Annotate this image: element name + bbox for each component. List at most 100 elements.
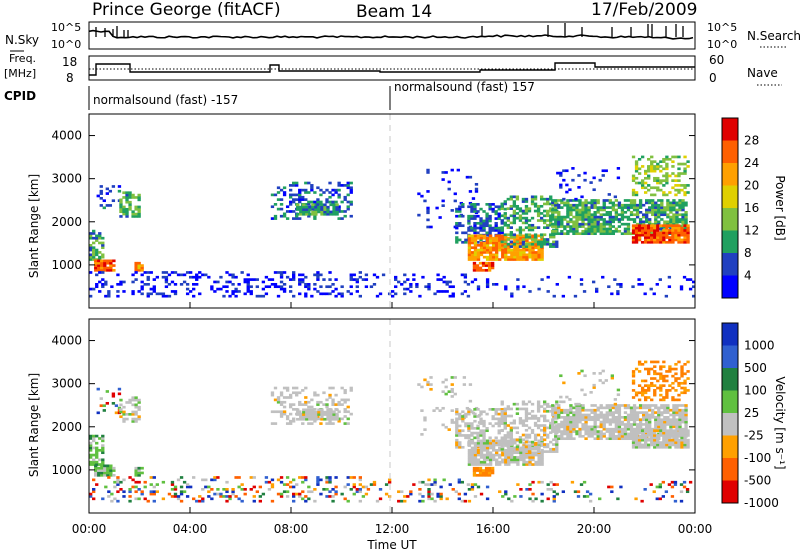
vel-cell: [617, 423, 622, 426]
power-cell: [679, 287, 684, 291]
vel-cell: [645, 427, 649, 431]
power-cell: [683, 184, 687, 187]
vel-cell: [506, 440, 510, 444]
vel-cell: [328, 393, 332, 397]
colorbar-segment: [722, 458, 738, 481]
vel-cell: [589, 390, 593, 394]
vel-cell: [451, 487, 455, 491]
vel-cell: [481, 471, 486, 475]
power-cell: [282, 212, 287, 216]
vel-cell: [654, 425, 658, 429]
vel-cell: [485, 439, 490, 443]
power-cell: [478, 266, 483, 270]
power-cell: [516, 287, 520, 291]
vel-cell: [500, 414, 504, 418]
power-cell: [528, 255, 532, 259]
power-cell: [540, 253, 544, 257]
power-cell: [551, 199, 555, 202]
vel-cell: [329, 410, 333, 414]
power-cell: [569, 225, 573, 228]
power-cell: [672, 215, 676, 219]
vel-cell: [681, 411, 685, 414]
power-cell: [104, 294, 108, 298]
power-cell: [632, 208, 637, 212]
power-cell: [484, 268, 489, 272]
vel-cell: [575, 408, 579, 412]
vel-cell: [611, 432, 616, 436]
power-cell: [549, 214, 553, 218]
vel-cell: [524, 433, 529, 437]
vel-cell: [563, 430, 567, 433]
power-cell: [674, 174, 678, 178]
vel-cell: [219, 492, 223, 496]
power-cell: [516, 251, 520, 254]
vel-cell: [566, 425, 570, 429]
vel-cell: [122, 410, 126, 414]
power-cell: [524, 221, 529, 225]
power-cell: [672, 213, 676, 217]
power-cell: [475, 268, 480, 272]
power-cell: [528, 290, 532, 293]
power-cell: [651, 222, 655, 226]
power-cell: [656, 162, 660, 166]
vel-cell: [323, 410, 327, 414]
power-cell: [122, 280, 126, 284]
vel-cell: [479, 460, 484, 464]
power-cell: [506, 207, 510, 211]
power-cell: [458, 224, 462, 228]
power-cell: [604, 169, 608, 173]
vel-cell: [479, 439, 484, 443]
power-cell: [540, 255, 544, 259]
power-cell: [292, 193, 296, 197]
power-cell: [660, 199, 664, 202]
vel-cell: [677, 360, 681, 364]
vel-cell: [587, 413, 591, 417]
colorbar-tick-label: 24: [744, 156, 759, 170]
vel-cell: [647, 386, 651, 390]
power-cell: [681, 201, 685, 205]
vel-cell: [243, 487, 247, 491]
power-cell: [426, 211, 430, 215]
vel-cell: [89, 434, 93, 438]
power-cell: [415, 282, 419, 286]
vel-cell: [602, 420, 606, 424]
power-cell: [686, 240, 690, 244]
power-cell: [473, 241, 478, 245]
vel-cell: [421, 499, 425, 503]
power-cell: [660, 206, 664, 209]
vel-cell: [620, 434, 625, 438]
vel-cell: [569, 434, 573, 438]
vel-cell: [528, 458, 532, 462]
vel-cell: [563, 420, 567, 424]
power-cell: [680, 238, 684, 242]
vel-cell: [614, 427, 619, 431]
power-cell: [525, 239, 529, 242]
power-cell: [640, 282, 644, 286]
power-cell: [455, 207, 459, 211]
vel-cell: [460, 499, 465, 503]
power-cell: [662, 229, 666, 232]
vel-cell: [463, 499, 468, 503]
power-cell: [352, 273, 356, 277]
vel-cell: [358, 483, 362, 486]
vel-cell: [551, 406, 555, 410]
power-cell: [494, 221, 498, 225]
vel-cell: [482, 434, 486, 437]
power-cell: [292, 275, 296, 279]
power-cell: [677, 191, 681, 194]
power-cell: [563, 227, 567, 231]
vel-cell: [506, 414, 510, 418]
power-cell: [521, 238, 526, 241]
vel-cell: [473, 451, 478, 455]
freq-strip-frame: [88, 55, 696, 81]
vel-cell: [626, 423, 631, 426]
power-cell: [651, 211, 655, 214]
power-cell: [546, 214, 550, 218]
colorbar-tick-label: 8: [744, 246, 752, 260]
power-cell: [650, 226, 654, 230]
power-cell: [578, 215, 582, 219]
power-cell: [273, 217, 278, 220]
vel-cell: [555, 447, 559, 451]
power-cell: [653, 167, 657, 171]
power-cell: [591, 280, 596, 284]
